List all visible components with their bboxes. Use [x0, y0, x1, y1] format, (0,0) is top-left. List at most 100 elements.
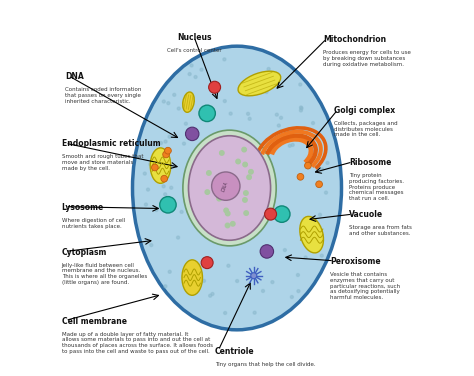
Circle shape [305, 162, 311, 169]
Circle shape [275, 113, 278, 116]
Text: Golgi complex: Golgi complex [334, 106, 395, 115]
Ellipse shape [238, 71, 281, 96]
Circle shape [236, 279, 238, 282]
Circle shape [177, 107, 180, 110]
Circle shape [164, 140, 167, 143]
Circle shape [150, 244, 153, 247]
Text: Smooth and rough tubes that
move and store materials
made by the cell.: Smooth and rough tubes that move and sto… [62, 155, 143, 171]
Circle shape [205, 190, 210, 194]
Text: DNA: DNA [65, 72, 84, 81]
Text: Storage area from fats
and other substances.: Storage area from fats and other substan… [349, 225, 412, 236]
Circle shape [211, 293, 214, 296]
Circle shape [297, 290, 300, 293]
Circle shape [167, 102, 170, 105]
Circle shape [209, 294, 212, 297]
Circle shape [265, 91, 268, 94]
Circle shape [201, 257, 213, 268]
Circle shape [162, 100, 165, 103]
Text: Vacuole: Vacuole [349, 211, 383, 219]
Circle shape [184, 122, 187, 125]
Circle shape [202, 279, 205, 282]
Text: Made up of a double layer of fatty material. It
allows some materials to pass in: Made up of a double layer of fatty mater… [62, 332, 212, 354]
Text: DNA: DNA [222, 180, 230, 192]
Circle shape [230, 221, 235, 226]
Circle shape [182, 142, 185, 145]
Circle shape [162, 185, 165, 188]
Circle shape [315, 134, 318, 137]
Circle shape [166, 172, 169, 175]
Circle shape [260, 245, 273, 258]
Ellipse shape [300, 217, 323, 253]
Circle shape [255, 89, 258, 92]
Circle shape [168, 270, 171, 273]
Text: Nucleus: Nucleus [177, 33, 211, 42]
Text: Cell's control center: Cell's control center [167, 48, 221, 53]
Text: Lysosome: Lysosome [62, 203, 104, 212]
Text: Peroxisome: Peroxisome [330, 257, 381, 266]
Circle shape [149, 163, 152, 166]
Circle shape [152, 164, 158, 171]
Circle shape [299, 83, 302, 86]
Circle shape [161, 175, 168, 182]
Circle shape [177, 236, 180, 239]
Text: Ribosome: Ribosome [349, 158, 392, 167]
Circle shape [325, 191, 328, 194]
Circle shape [160, 141, 163, 144]
Circle shape [223, 58, 226, 61]
Circle shape [243, 162, 247, 167]
Circle shape [160, 197, 176, 213]
Ellipse shape [182, 260, 202, 295]
Circle shape [229, 112, 232, 115]
Text: Vesicle that contains
enzymes that carry out
particular reactions, such
as detox: Vesicle that contains enzymes that carry… [330, 272, 401, 300]
Circle shape [320, 168, 323, 171]
Circle shape [217, 196, 221, 201]
Circle shape [219, 151, 224, 155]
Circle shape [249, 170, 253, 174]
Ellipse shape [150, 148, 171, 183]
Circle shape [145, 203, 147, 206]
Circle shape [146, 188, 149, 191]
Ellipse shape [183, 130, 276, 246]
Circle shape [163, 151, 169, 158]
Text: Where digestion of cell
nutrients takes place.: Where digestion of cell nutrients takes … [62, 218, 125, 229]
Text: Mitochondrion: Mitochondrion [323, 35, 386, 44]
Circle shape [180, 211, 183, 214]
Circle shape [267, 67, 270, 70]
Text: Jelly-like fluid between cell
membrane and the nucleus.
This is where all the or: Jelly-like fluid between cell membrane a… [62, 263, 147, 285]
Circle shape [158, 164, 162, 167]
Circle shape [262, 290, 264, 293]
Circle shape [244, 191, 248, 195]
Circle shape [170, 186, 173, 189]
Circle shape [188, 73, 191, 76]
Circle shape [286, 129, 289, 132]
Circle shape [319, 213, 321, 216]
Circle shape [291, 143, 294, 146]
Circle shape [185, 127, 199, 141]
Circle shape [173, 93, 176, 96]
Text: Centriole: Centriole [215, 347, 254, 356]
Circle shape [311, 121, 315, 124]
Text: Endoplasmic reticulum: Endoplasmic reticulum [62, 139, 160, 149]
Circle shape [209, 81, 220, 93]
Circle shape [300, 107, 303, 110]
Circle shape [155, 209, 158, 211]
Circle shape [246, 112, 250, 115]
Circle shape [251, 273, 257, 279]
Text: Tiny organs that help the cell divide.: Tiny organs that help the cell divide. [215, 362, 315, 367]
Circle shape [227, 264, 230, 267]
Circle shape [194, 76, 197, 79]
Text: Cytoplasm: Cytoplasm [62, 248, 107, 257]
Text: Tiny protein
producing factories.
Proteins produce
chemical messages
that run a : Tiny protein producing factories. Protei… [349, 173, 404, 201]
Circle shape [296, 273, 300, 276]
Circle shape [164, 193, 167, 196]
Circle shape [225, 223, 230, 228]
Circle shape [207, 171, 211, 175]
Circle shape [288, 144, 292, 147]
Circle shape [264, 208, 276, 220]
Circle shape [273, 206, 290, 222]
Text: Cell membrane: Cell membrane [62, 317, 127, 326]
Circle shape [248, 117, 251, 120]
Circle shape [194, 277, 197, 280]
Ellipse shape [182, 92, 194, 112]
Circle shape [316, 181, 322, 188]
